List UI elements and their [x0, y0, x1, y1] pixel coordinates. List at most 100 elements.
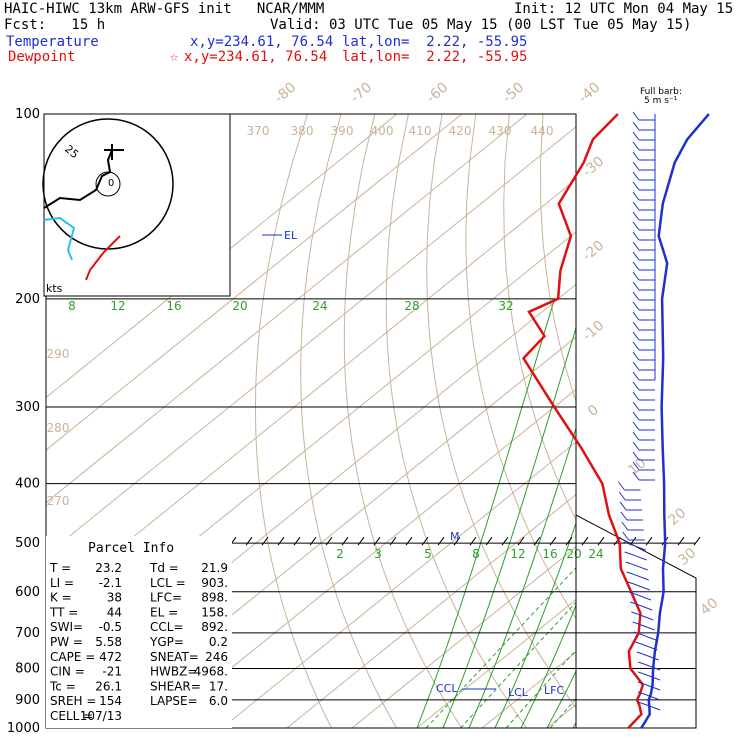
- mixing-ratio-label: 20: [232, 299, 247, 313]
- parcel-info-cell: 154: [99, 694, 122, 708]
- wind-barb-shaft: [631, 563, 648, 571]
- parcel-info-cell: PW =: [50, 635, 83, 649]
- wind-barb-shaft: [639, 633, 657, 641]
- dry-adiabat-line: [385, 114, 527, 728]
- hatch-mark: [677, 536, 685, 546]
- hodograph-trace-red: [85, 235, 121, 281]
- hatch-mark: [309, 536, 317, 546]
- temperature-profile: [640, 113, 710, 729]
- wind-barb-flag: [626, 571, 633, 575]
- mixing-ratio-label: 5: [424, 547, 432, 561]
- hatch-mark: [261, 536, 269, 546]
- hatch-mark: [549, 536, 557, 546]
- wind-barb-flag: [632, 281, 640, 291]
- mixing-ratio-label: 8: [472, 547, 480, 561]
- moist-adiabat-line: [468, 426, 576, 728]
- parcel-info-cell: CCL=: [150, 620, 184, 634]
- hatch-mark: [485, 536, 493, 546]
- pressure-tick-label: 900: [15, 693, 40, 708]
- temperature-legend-label: Temperature: [6, 34, 99, 50]
- parcel-info-cell: 5.58: [95, 635, 122, 649]
- parcel-info-cell: 0.2: [209, 635, 228, 649]
- pressure-tick-label: 800: [15, 661, 40, 676]
- isotherm-line: [46, 114, 528, 504]
- mixing-ratio-label: 8: [68, 299, 76, 313]
- wind-barb-shaft: [641, 643, 658, 651]
- wind-barb-flag: [632, 221, 640, 231]
- isotherm-label: -10: [580, 317, 608, 344]
- isotherm-label: -70: [348, 79, 376, 106]
- hatch-mark: [565, 536, 573, 546]
- wind-barb-flag: [632, 151, 640, 161]
- parcel-info-cell: 21.9: [201, 561, 228, 575]
- parcel-info-cell: 892.: [201, 620, 228, 634]
- hatch-mark: [581, 536, 589, 546]
- mixing-ratio-label: 12: [110, 299, 125, 313]
- wind-barb-flag: [625, 561, 632, 565]
- pressure-tick-labels: 100 200 300 400 500 600 700 800 900 1000: [7, 107, 40, 736]
- wind-barb-flag: [632, 371, 640, 381]
- parcel-info-cell: 26.1: [95, 679, 122, 693]
- wind-barb-flag: [623, 541, 630, 545]
- wind-barb-shaft: [643, 683, 661, 691]
- wind-barb-shaft: [629, 543, 646, 551]
- parcel-info-cell: 898.: [201, 591, 228, 605]
- wind-barb-flag: [632, 301, 640, 311]
- pressure-tick-label: 300: [15, 400, 40, 415]
- wind-barb-flag: [632, 451, 640, 461]
- parcel-info-cell: 6.0: [209, 694, 228, 708]
- dry-adiabat-line: [300, 114, 397, 728]
- parcel-info-cell: SREH =: [50, 694, 96, 708]
- wind-barb-flag: [632, 331, 640, 341]
- hatch-mark: [453, 536, 461, 546]
- theta-label: 410: [409, 124, 432, 138]
- dry-adiabat-line: [254, 114, 332, 728]
- isotherm-line: [221, 441, 576, 728]
- wind-barb-shaft: [635, 603, 653, 611]
- moist-adiabat-line: [520, 603, 576, 728]
- wind-barb-shaft: [630, 553, 647, 561]
- dewpoint-latlon: lat,lon= 2.22, -55.95: [342, 49, 528, 65]
- wind-barb-shaft: [643, 673, 661, 681]
- parcel-info-cell: CIN =: [50, 665, 85, 679]
- valid-time: Valid: 03 UTC Tue 05 May 15 (00 LST Tue …: [270, 17, 692, 33]
- parcel-info-cell: SWI=: [50, 620, 83, 634]
- dry-adiabat-line: [465, 114, 576, 620]
- wind-barb-flag: [632, 191, 640, 201]
- parcel-info-cell: 44: [107, 605, 122, 619]
- temperature-latlon: lat,lon= 2.22, -55.95: [342, 34, 528, 50]
- parcel-info-cell: LFC=: [150, 591, 182, 605]
- moist-adiabat-line: [546, 670, 576, 728]
- hatch-mark: [373, 536, 381, 546]
- mixing-ratio-line: [460, 601, 576, 728]
- theta-label: 430: [489, 124, 512, 138]
- theta-label: 290: [47, 347, 70, 361]
- init-time: Init: 12 UTC Mon 04 May 15: [514, 1, 734, 17]
- mixing-ratio-label: 2: [336, 547, 344, 561]
- hatch-mark: [501, 536, 509, 546]
- parcel-info-cell: SHEAR=: [150, 679, 201, 693]
- isotherm-line: [481, 651, 576, 728]
- mixing-ratio-line: [425, 567, 576, 728]
- wind-barb-flag: [632, 441, 640, 451]
- isotherm-label: -60: [424, 79, 452, 106]
- parcel-info-title: Parcel Info: [88, 541, 174, 556]
- isotherm-line: [612, 114, 740, 728]
- pressure-tick-label: 400: [15, 477, 40, 492]
- isotherm-line: [46, 114, 463, 451]
- isotherm-label: 30: [675, 545, 699, 569]
- parcel-info-cell: T =: [49, 561, 71, 575]
- parcel-info-cell: LAPSE=: [150, 694, 198, 708]
- wind-barb-flag: [632, 241, 640, 251]
- hatch-mark: [357, 536, 365, 546]
- isotherm-label: -50: [500, 79, 528, 106]
- parcel-info-cell: YGP=: [149, 635, 184, 649]
- wind-barb-flag: [632, 131, 640, 141]
- wind-barb-flag: [632, 251, 640, 261]
- wind-barb-flag: [632, 351, 640, 361]
- wind-barb-shaft: [632, 573, 649, 581]
- theta-label: 440: [531, 124, 554, 138]
- isotherm-label: 40: [697, 595, 721, 619]
- el-marker: EL: [284, 229, 298, 242]
